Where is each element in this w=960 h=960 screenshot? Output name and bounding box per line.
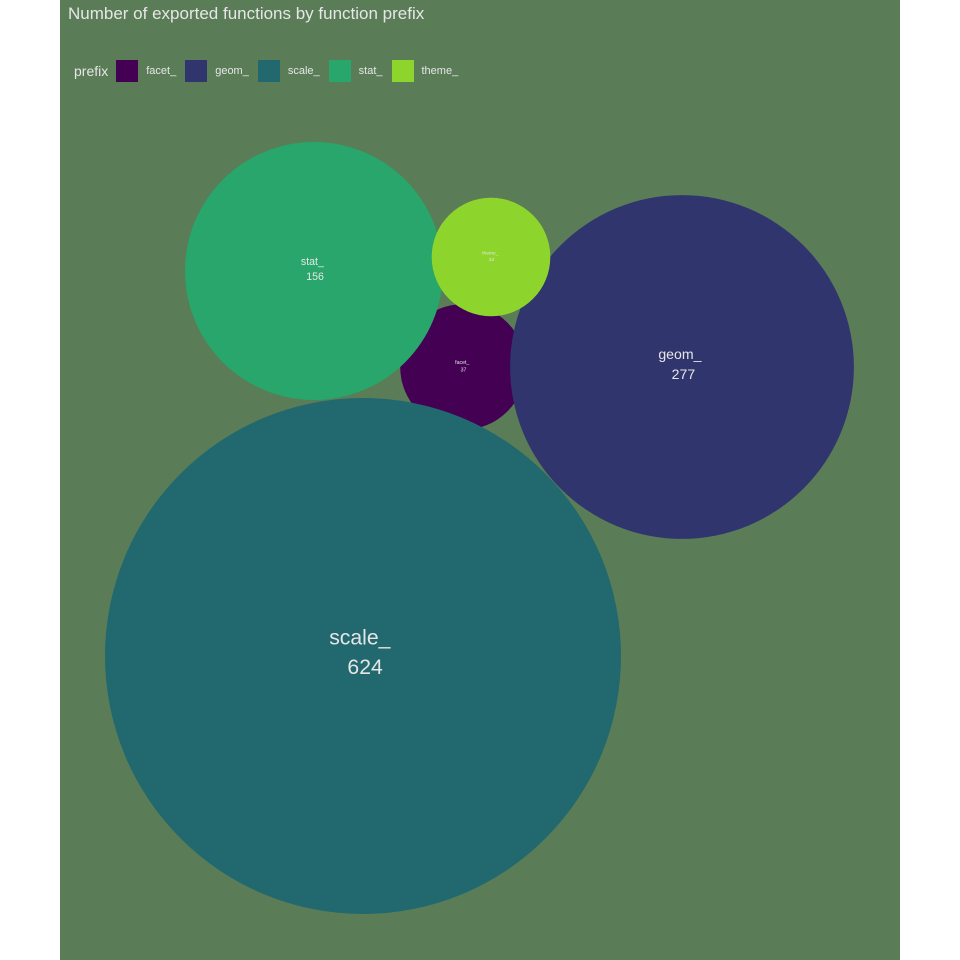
bubble-theme (431, 197, 551, 317)
legend: prefix facet_ geom_ scale_ stat_ theme_ (74, 60, 467, 82)
bubble-label-theme: theme_ (482, 250, 499, 256)
bubble-label-facet: facet_ (455, 360, 469, 366)
bubble-label-scale: scale_ (329, 626, 391, 649)
bubble-scale (105, 398, 621, 914)
bubble-value-facet: 37 (461, 367, 467, 373)
bubble-plot: facet_37 geom_ 277 scale_ 624 stat_ 156 theme_3… (105, 142, 854, 914)
legend-swatch-stat (328, 60, 351, 82)
bubble-value-theme: 33 (489, 257, 495, 263)
legend-label-facet: facet_ (146, 65, 177, 77)
bubble-facet (400, 304, 526, 430)
legend-label-stat: stat_ (358, 65, 383, 77)
legend-swatch-scale (257, 60, 280, 82)
legend-label-theme: theme_ (421, 65, 459, 77)
bubble-value-stat: 156 (306, 271, 324, 283)
legend-item-geom: geom_ (185, 60, 249, 82)
legend-item-theme: theme_ (391, 60, 459, 82)
legend-item-facet: facet_ (116, 60, 176, 82)
bubble-label-stat: stat_ (301, 256, 325, 268)
legend-swatch-theme (391, 60, 414, 82)
bubble-label-geom: geom_ (658, 346, 701, 362)
legend-label-geom: geom_ (215, 65, 249, 77)
chart-panel: Number of exported functions by function… (60, 0, 900, 960)
bubble-geom (510, 195, 854, 539)
bubble-value-scale: 624 (347, 656, 383, 679)
bubble-stat (185, 142, 443, 400)
legend-title: prefix (74, 63, 109, 79)
legend-label-scale: scale_ (287, 65, 320, 77)
legend-swatch-facet (116, 60, 139, 82)
legend-item-stat: stat_ (328, 60, 383, 82)
legend-item-scale: scale_ (257, 60, 320, 82)
legend-swatch-geom (185, 60, 208, 82)
bubble-value-geom: 277 (672, 366, 696, 382)
chart-title: Number of exported functions by function… (68, 4, 425, 23)
